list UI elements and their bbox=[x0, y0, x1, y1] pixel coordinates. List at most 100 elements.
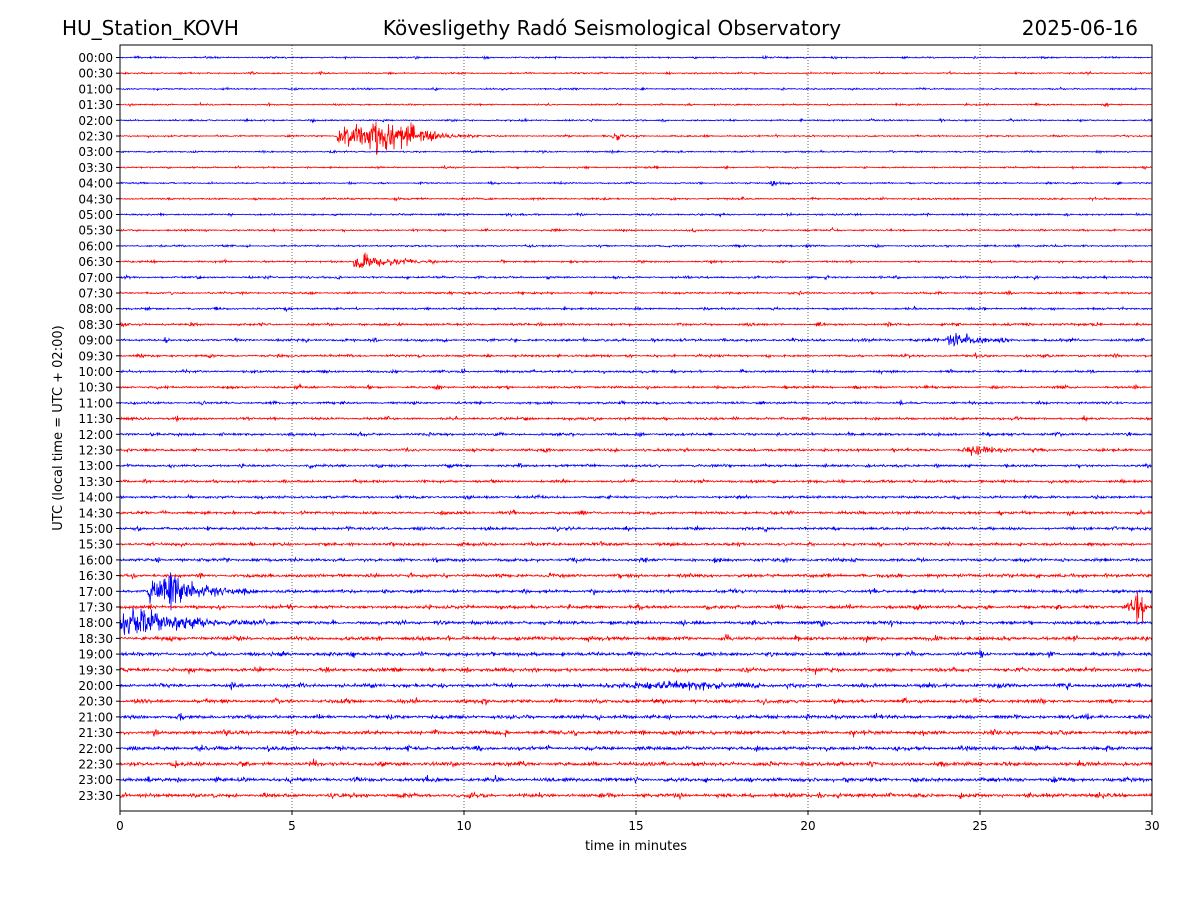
trace-0300 bbox=[119, 149, 1153, 155]
trace-0330 bbox=[119, 164, 1153, 171]
y-tick-label-1700: 17:00 bbox=[78, 585, 113, 599]
trace-0030 bbox=[119, 70, 1153, 76]
chart-title: Kövesligethy Radó Seismological Observat… bbox=[383, 16, 841, 40]
trace-1230 bbox=[119, 445, 1153, 456]
y-tick-label-0900: 09:00 bbox=[78, 334, 113, 348]
trace-2000 bbox=[119, 680, 1153, 691]
trace-1930 bbox=[119, 666, 1153, 675]
y-tick-label-1130: 11:30 bbox=[78, 412, 113, 426]
x-tick-label-10: 10 bbox=[456, 819, 471, 833]
y-tick-label-0930: 09:30 bbox=[78, 349, 113, 363]
y-tick-label-0300: 03:00 bbox=[78, 145, 113, 159]
y-tick-label-1930: 19:30 bbox=[78, 663, 113, 677]
vertical-grid bbox=[291, 45, 981, 811]
x-tick-label-0: 0 bbox=[116, 819, 124, 833]
trace-0800 bbox=[119, 305, 1153, 313]
trace-0530 bbox=[119, 226, 1153, 233]
trace-1900 bbox=[119, 649, 1153, 658]
station-label: HU_Station_KOVH bbox=[62, 16, 239, 40]
trace-1630 bbox=[119, 571, 1153, 580]
y-tick-label-0500: 05:00 bbox=[78, 208, 113, 222]
trace-1500 bbox=[119, 525, 1153, 533]
y-tick-label-2100: 21:00 bbox=[78, 710, 113, 724]
y-tick-label-1100: 11:00 bbox=[78, 396, 113, 410]
y-tick-label-0800: 08:00 bbox=[78, 302, 113, 316]
y-tick-label-1800: 18:00 bbox=[78, 616, 113, 630]
trace-2200 bbox=[119, 744, 1153, 753]
y-tick-label-0330: 03:30 bbox=[78, 161, 113, 175]
y-tick-label-0200: 02:00 bbox=[78, 114, 113, 128]
y-tick-label-1630: 16:30 bbox=[78, 569, 113, 583]
y-tick-label-2030: 20:30 bbox=[78, 695, 113, 709]
trace-0700 bbox=[119, 273, 1153, 281]
y-tick-label-0000: 00:00 bbox=[78, 51, 113, 65]
trace-1700 bbox=[119, 572, 1153, 611]
trace-2130 bbox=[119, 728, 1153, 738]
trace-2230 bbox=[119, 758, 1153, 769]
y-tick-label-2130: 21:30 bbox=[78, 726, 113, 740]
y-tick-label-1730: 17:30 bbox=[78, 601, 113, 615]
seismic-traces bbox=[119, 54, 1153, 801]
trace-0630 bbox=[119, 252, 1153, 268]
trace-0400 bbox=[119, 180, 1153, 187]
y-tick-label-0430: 04:30 bbox=[78, 192, 113, 206]
y-tick-label-2230: 22:30 bbox=[78, 758, 113, 772]
y-tick-label-1600: 16:00 bbox=[78, 553, 113, 567]
trace-1830 bbox=[119, 633, 1153, 643]
x-tick-label-15: 15 bbox=[628, 819, 643, 833]
trace-1200 bbox=[119, 430, 1153, 438]
x-tick-label-25: 25 bbox=[972, 819, 987, 833]
trace-0430 bbox=[119, 195, 1153, 202]
y-tick-label-0830: 08:30 bbox=[78, 318, 113, 332]
x-tick-label-30: 30 bbox=[1144, 819, 1159, 833]
y-axis-label: UTC (local time = UTC + 02:00) bbox=[51, 325, 66, 530]
trace-0200 bbox=[119, 117, 1153, 124]
trace-1330 bbox=[119, 477, 1153, 485]
y-tick-label-2000: 20:00 bbox=[78, 679, 113, 693]
y-tick-label-0030: 00:30 bbox=[78, 67, 113, 81]
y-tick-label-0400: 04:00 bbox=[78, 177, 113, 191]
y-tick-label-1830: 18:30 bbox=[78, 632, 113, 646]
trace-0230 bbox=[119, 121, 1153, 155]
y-tick-label-1400: 14:00 bbox=[78, 491, 113, 505]
trace-1430 bbox=[119, 508, 1153, 517]
trace-1030 bbox=[119, 382, 1153, 391]
trace-0830 bbox=[119, 321, 1153, 328]
y-tick-label-1900: 19:00 bbox=[78, 648, 113, 662]
trace-0900 bbox=[119, 332, 1153, 347]
y-tick-label-1000: 10:00 bbox=[78, 365, 113, 379]
trace-1400 bbox=[119, 493, 1153, 501]
y-tick-label-2200: 22:00 bbox=[78, 742, 113, 756]
trace-1800 bbox=[119, 607, 1153, 635]
y-tick-label-0100: 01:00 bbox=[78, 82, 113, 96]
y-tick-label-1230: 12:30 bbox=[78, 444, 113, 458]
trace-2030 bbox=[119, 696, 1153, 707]
trace-0500 bbox=[119, 211, 1153, 218]
y-tick-label-1200: 12:00 bbox=[78, 428, 113, 442]
trace-0600 bbox=[119, 243, 1153, 249]
y-tick-label-0730: 07:30 bbox=[78, 287, 113, 301]
trace-1000 bbox=[119, 367, 1153, 376]
trace-0730 bbox=[119, 289, 1153, 296]
trace-0930 bbox=[119, 351, 1153, 360]
trace-2100 bbox=[119, 712, 1153, 722]
trace-1600 bbox=[119, 556, 1153, 564]
y-tick-label-0530: 05:30 bbox=[78, 224, 113, 238]
trace-1530 bbox=[119, 540, 1153, 549]
y-tick-label-2300: 23:00 bbox=[78, 773, 113, 787]
plot-frame bbox=[119, 44, 1153, 812]
y-tick-label-1500: 15:00 bbox=[78, 522, 113, 536]
date-label: 2025-06-16 bbox=[1022, 16, 1138, 40]
y-tick-label-1530: 15:30 bbox=[78, 538, 113, 552]
trace-0000 bbox=[119, 54, 1153, 61]
trace-1730 bbox=[119, 592, 1153, 624]
y-tick-label-0700: 07:00 bbox=[78, 271, 113, 285]
x-tick-label-20: 20 bbox=[800, 819, 815, 833]
y-tick-label-2330: 23:30 bbox=[78, 789, 113, 803]
trace-1300 bbox=[119, 462, 1153, 470]
y-tick-label-1330: 13:30 bbox=[78, 475, 113, 489]
y-tick-label-1300: 13:00 bbox=[78, 459, 113, 473]
y-tick-label-0630: 06:30 bbox=[78, 255, 113, 269]
